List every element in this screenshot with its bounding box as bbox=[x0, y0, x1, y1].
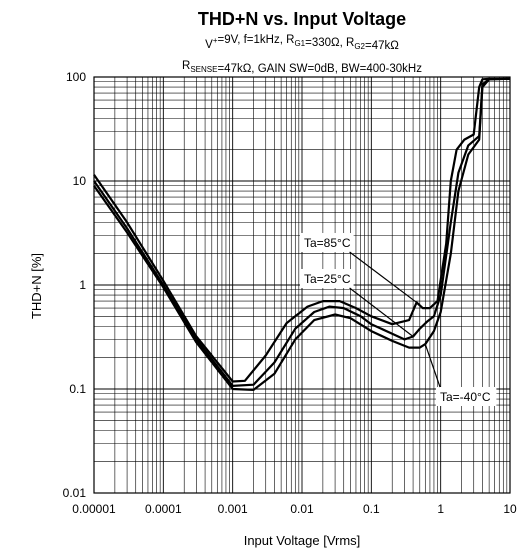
annotation-25c-label: Ta=25°C bbox=[304, 272, 351, 286]
annotation-85c-label: Ta=85°C bbox=[304, 236, 351, 250]
x-tick-label: 0.00001 bbox=[72, 502, 116, 516]
x-tick-label: 0.01 bbox=[290, 502, 314, 516]
y-tick-label: 100 bbox=[66, 70, 86, 84]
y-tick-label: 0.1 bbox=[69, 382, 86, 396]
annotation-25c-box bbox=[300, 269, 354, 288]
chart-title: THD+N vs. Input Voltage bbox=[198, 9, 406, 29]
tick-labels: 0.00001 0.0001 0.001 0.01 0.1 1 10 0.01 0.1 1 10 10… bbox=[63, 70, 517, 516]
grid bbox=[93, 77, 510, 494]
series-line-minus40c bbox=[93, 77, 511, 391]
series-line-25c bbox=[93, 77, 511, 387]
x-axis-label: Input Voltage [Vrms] bbox=[244, 533, 361, 548]
x-tick-label: 1 bbox=[437, 502, 444, 516]
y-axis-label: THD+N [%] bbox=[29, 253, 44, 319]
chart-subtitle-line2: RSENSE=47kΩ, GAIN SW=0dB, BW=400-30kHz bbox=[182, 60, 422, 75]
annotation-minus40c-box bbox=[436, 387, 497, 406]
y-tick-label: 0.01 bbox=[63, 486, 87, 500]
annotation-25c-leader bbox=[349, 287, 414, 337]
annotations: Ta=85°C Ta=25°C Ta=-40°C bbox=[300, 233, 497, 406]
chart-subtitle-line1: V+=9V, f=1kHz, RG1=330Ω, RG2=47kΩ bbox=[205, 34, 399, 52]
y-tick-label: 1 bbox=[79, 278, 86, 292]
annotation-minus40c: Ta=-40°C bbox=[424, 343, 497, 406]
annotation-minus40c-label: Ta=-40°C bbox=[440, 390, 491, 404]
y-tick-label: 10 bbox=[73, 174, 87, 188]
plot-frame bbox=[93, 76, 511, 494]
x-tick-label: 0.001 bbox=[218, 502, 248, 516]
x-tick-label: 0.1 bbox=[363, 502, 380, 516]
series-layer bbox=[93, 77, 511, 391]
annotation-85c: Ta=85°C bbox=[300, 233, 417, 303]
annotation-85c-leader bbox=[349, 251, 417, 303]
annotation-minus40c-leader bbox=[424, 343, 441, 388]
x-tick-label: 0.0001 bbox=[145, 502, 182, 516]
annotation-25c: Ta=25°C bbox=[300, 269, 414, 337]
x-tick-label: 10 bbox=[503, 502, 517, 516]
series-line-85c bbox=[93, 77, 510, 383]
annotation-85c-box bbox=[300, 233, 354, 252]
